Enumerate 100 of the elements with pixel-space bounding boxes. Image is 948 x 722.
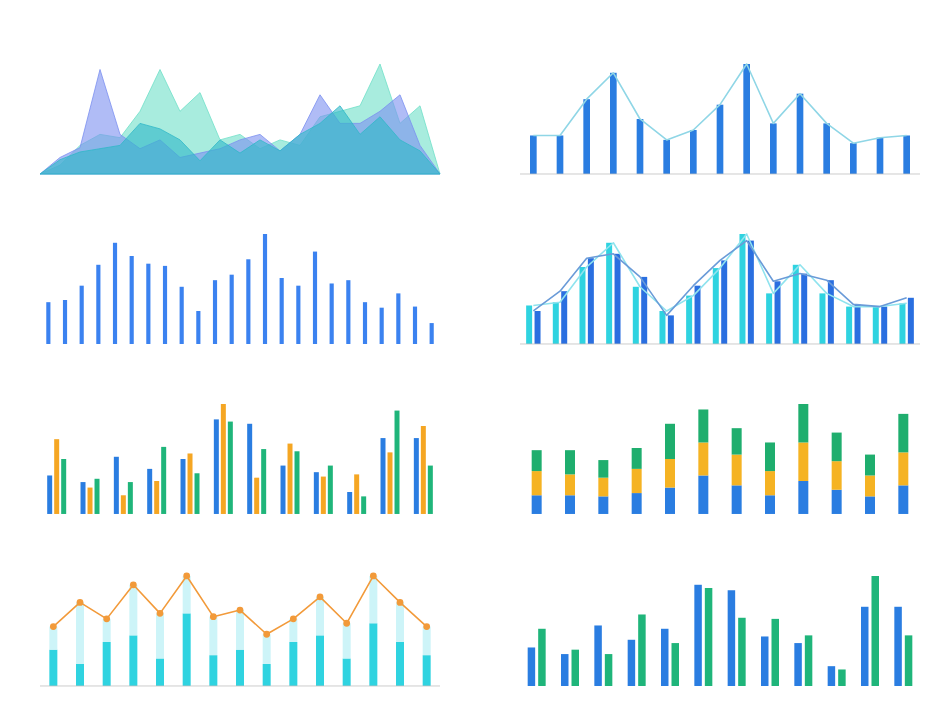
- bar: [838, 669, 846, 686]
- bar: [534, 310, 541, 344]
- bar: [898, 485, 909, 514]
- point: [369, 572, 377, 580]
- bar: [162, 265, 168, 344]
- bar: [102, 618, 111, 642]
- bar: [129, 255, 134, 344]
- bar: [530, 135, 537, 174]
- bar: [247, 423, 253, 514]
- point: [156, 609, 164, 617]
- point: [209, 613, 217, 621]
- bar: [246, 259, 251, 344]
- bar: [665, 487, 675, 514]
- bar: [316, 635, 325, 686]
- bar: [342, 658, 351, 686]
- point: [103, 615, 111, 623]
- bar: [531, 471, 542, 496]
- bar: [598, 477, 609, 497]
- bar: [865, 454, 875, 476]
- bar: [96, 264, 101, 344]
- bar: [420, 425, 426, 514]
- bar: [819, 293, 826, 344]
- point: [343, 619, 351, 627]
- bar: [362, 302, 368, 344]
- bar: [394, 410, 400, 514]
- bar: [565, 474, 575, 496]
- bar: [686, 295, 693, 344]
- bar: [196, 310, 201, 344]
- bar: [61, 458, 67, 514]
- bar: [671, 643, 679, 686]
- bar: [112, 242, 118, 344]
- bar: [531, 450, 542, 472]
- bar: [583, 99, 590, 174]
- bar: [427, 465, 433, 514]
- bar: [694, 584, 702, 686]
- bar: [712, 268, 719, 344]
- bar: [865, 475, 875, 497]
- bar: [899, 303, 906, 344]
- bar: [62, 299, 68, 344]
- bar: [823, 123, 830, 174]
- bar: [731, 428, 742, 455]
- bar: [227, 421, 233, 514]
- bar: [527, 647, 536, 686]
- bar: [76, 663, 85, 686]
- bar: [47, 475, 53, 514]
- bar: [731, 454, 742, 486]
- bar: [279, 277, 284, 344]
- bar: [606, 242, 613, 344]
- bar: [129, 584, 138, 636]
- bar: [727, 590, 736, 686]
- bar: [598, 496, 609, 514]
- bar: [296, 285, 301, 344]
- bar: [638, 614, 646, 686]
- bar: [667, 315, 674, 344]
- bar: [704, 588, 713, 686]
- bar: [552, 302, 559, 344]
- bar: [665, 423, 675, 459]
- bar: [46, 302, 51, 344]
- bar: [180, 458, 186, 514]
- bar: [54, 439, 60, 514]
- bar: [538, 628, 546, 686]
- bar: [594, 625, 602, 686]
- bar: [379, 307, 384, 344]
- bar: [663, 139, 670, 174]
- bar: [561, 654, 569, 686]
- bar: [881, 306, 888, 344]
- bar: [631, 493, 642, 514]
- bar: [280, 465, 286, 514]
- bar: [831, 461, 842, 490]
- bar: [760, 636, 769, 686]
- bar: [531, 495, 542, 514]
- point: [129, 581, 137, 589]
- bar: [774, 281, 781, 344]
- bar: [731, 485, 742, 514]
- bar: [579, 266, 586, 344]
- bar: [721, 260, 728, 344]
- bar: [571, 649, 579, 686]
- bar: [831, 432, 842, 462]
- bar: [156, 613, 165, 659]
- bar: [369, 575, 378, 624]
- bar: [80, 482, 86, 514]
- bar: [262, 663, 271, 686]
- bar: [827, 666, 836, 686]
- bar: [827, 280, 834, 344]
- bar: [156, 658, 165, 686]
- bar: [229, 274, 234, 344]
- bar: [614, 253, 621, 344]
- bar: [738, 617, 746, 686]
- bar: [329, 283, 334, 344]
- bar: [871, 575, 879, 686]
- bar: [236, 649, 245, 686]
- bar: [898, 452, 909, 486]
- bar: [850, 143, 857, 174]
- bar: [396, 602, 404, 642]
- bar: [526, 305, 533, 344]
- bar: [831, 489, 842, 514]
- bar: [860, 606, 869, 686]
- bar: [194, 473, 200, 514]
- bar: [161, 446, 167, 514]
- bar: [129, 635, 138, 686]
